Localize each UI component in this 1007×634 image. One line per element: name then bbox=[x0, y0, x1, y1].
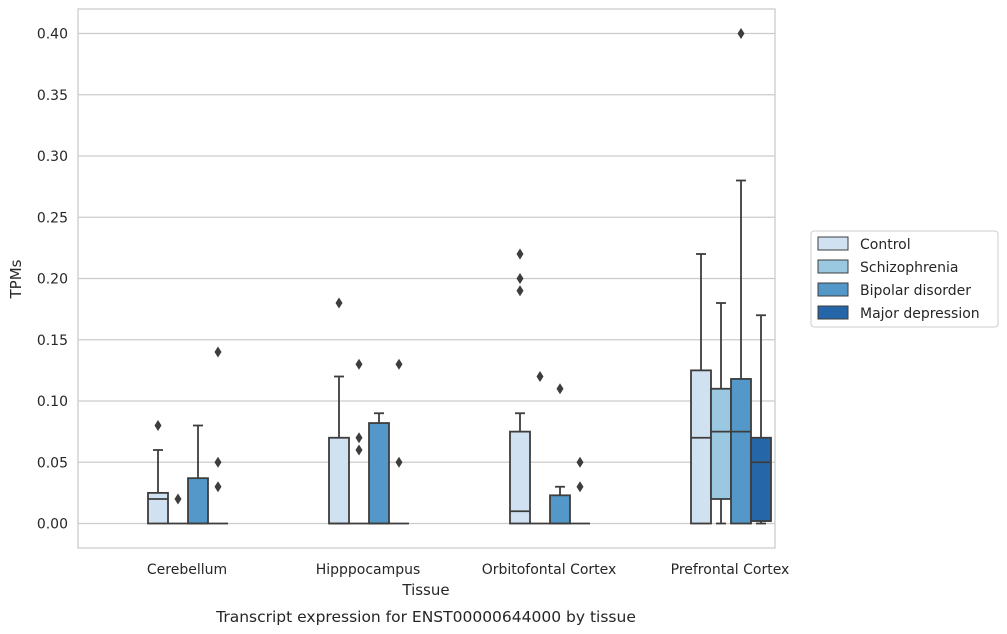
box-bipolar-disorder bbox=[368, 412, 390, 525]
box-body bbox=[750, 436, 772, 522]
box-control bbox=[690, 253, 712, 525]
box-control bbox=[147, 420, 169, 525]
legend-label: Schizophrenia bbox=[860, 260, 958, 276]
legend-swatch bbox=[817, 236, 849, 251]
box-bipolar-disorder bbox=[187, 424, 209, 525]
outlier-point bbox=[174, 493, 182, 505]
outlier-point bbox=[516, 285, 524, 297]
x-tick-label: Orbitofontal Cortex bbox=[482, 562, 617, 578]
outlier-point bbox=[536, 371, 544, 382]
y-tick-label: 0.00 bbox=[37, 517, 68, 533]
box-groups bbox=[147, 28, 772, 525]
outlier-point bbox=[737, 28, 745, 39]
outlier-point bbox=[516, 248, 524, 260]
outlier-point bbox=[355, 432, 363, 444]
legend-swatch bbox=[817, 259, 849, 274]
y-tick-label: 0.20 bbox=[37, 272, 68, 288]
box-body bbox=[368, 422, 390, 525]
outlier-point bbox=[154, 420, 162, 431]
x-tick-label: Prefrontal Cortex bbox=[671, 562, 790, 578]
legend-label: Major depression bbox=[860, 306, 980, 322]
outlier-point bbox=[214, 481, 222, 493]
outlier-point bbox=[214, 346, 222, 358]
legend: Control Schizophrenia Bipolar disorder Majo… bbox=[810, 230, 999, 328]
chart-caption: Transcript expression for ENST0000064400… bbox=[215, 608, 636, 626]
y-axis-label: TPMs bbox=[7, 259, 25, 299]
box-body bbox=[187, 477, 209, 525]
box-major-depression bbox=[570, 456, 590, 525]
grid-lines bbox=[78, 32, 775, 525]
outlier-point bbox=[355, 358, 363, 370]
box-body bbox=[328, 436, 350, 525]
y-tick-label: 0.25 bbox=[37, 210, 68, 226]
box-major-depression bbox=[208, 346, 228, 525]
outlier-point bbox=[395, 456, 403, 468]
outlier-point bbox=[395, 358, 403, 370]
y-tick-label: 0.05 bbox=[37, 455, 68, 471]
outlier-point bbox=[516, 273, 524, 284]
legend-frame bbox=[810, 230, 999, 328]
legend-swatch bbox=[817, 282, 849, 297]
y-tick-labels: 0.00 0.05 0.10 0.15 0.20 0.25 0.30 0.35 0.40 bbox=[37, 27, 68, 533]
box-control bbox=[328, 297, 350, 525]
y-tick-label: 0.15 bbox=[37, 333, 68, 349]
box-control bbox=[509, 248, 531, 525]
box-major-depression bbox=[750, 314, 772, 525]
outlier-point bbox=[576, 481, 584, 493]
box-major-depression bbox=[389, 358, 409, 525]
box-body bbox=[549, 494, 571, 525]
legend-label: Bipolar disorder bbox=[860, 283, 971, 299]
box-body bbox=[147, 491, 169, 525]
y-tick-label: 0.40 bbox=[37, 27, 68, 43]
legend-swatch bbox=[817, 305, 849, 320]
x-tick-labels: Cerebellum Hipppocampus Orbitofontal Corte… bbox=[147, 562, 789, 578]
box-bipolar-disorder bbox=[730, 28, 752, 525]
outlier-point bbox=[214, 456, 222, 468]
y-tick-label: 0.30 bbox=[37, 149, 68, 165]
box-body bbox=[730, 378, 752, 525]
outlier-point bbox=[556, 383, 564, 395]
y-tick-label: 0.10 bbox=[37, 394, 68, 410]
legend-label: Control bbox=[860, 237, 911, 253]
box-body bbox=[710, 387, 732, 500]
outlier-point bbox=[355, 444, 363, 456]
x-tick-label: Cerebellum bbox=[147, 562, 227, 578]
box-schizophrenia bbox=[530, 371, 550, 525]
x-tick-label: Hipppocampus bbox=[316, 562, 421, 578]
y-tick-label: 0.35 bbox=[37, 88, 68, 104]
box-body bbox=[690, 369, 712, 525]
x-axis-label: Tissue bbox=[401, 581, 449, 599]
outlier-point bbox=[335, 297, 343, 309]
box-schizophrenia bbox=[168, 493, 188, 525]
box-bipolar-disorder bbox=[549, 383, 571, 525]
box-body bbox=[509, 430, 531, 525]
box-schizophrenia bbox=[710, 302, 732, 525]
box-schizophrenia bbox=[349, 358, 369, 525]
outlier-point bbox=[576, 456, 584, 468]
plot-frame bbox=[77, 8, 776, 549]
